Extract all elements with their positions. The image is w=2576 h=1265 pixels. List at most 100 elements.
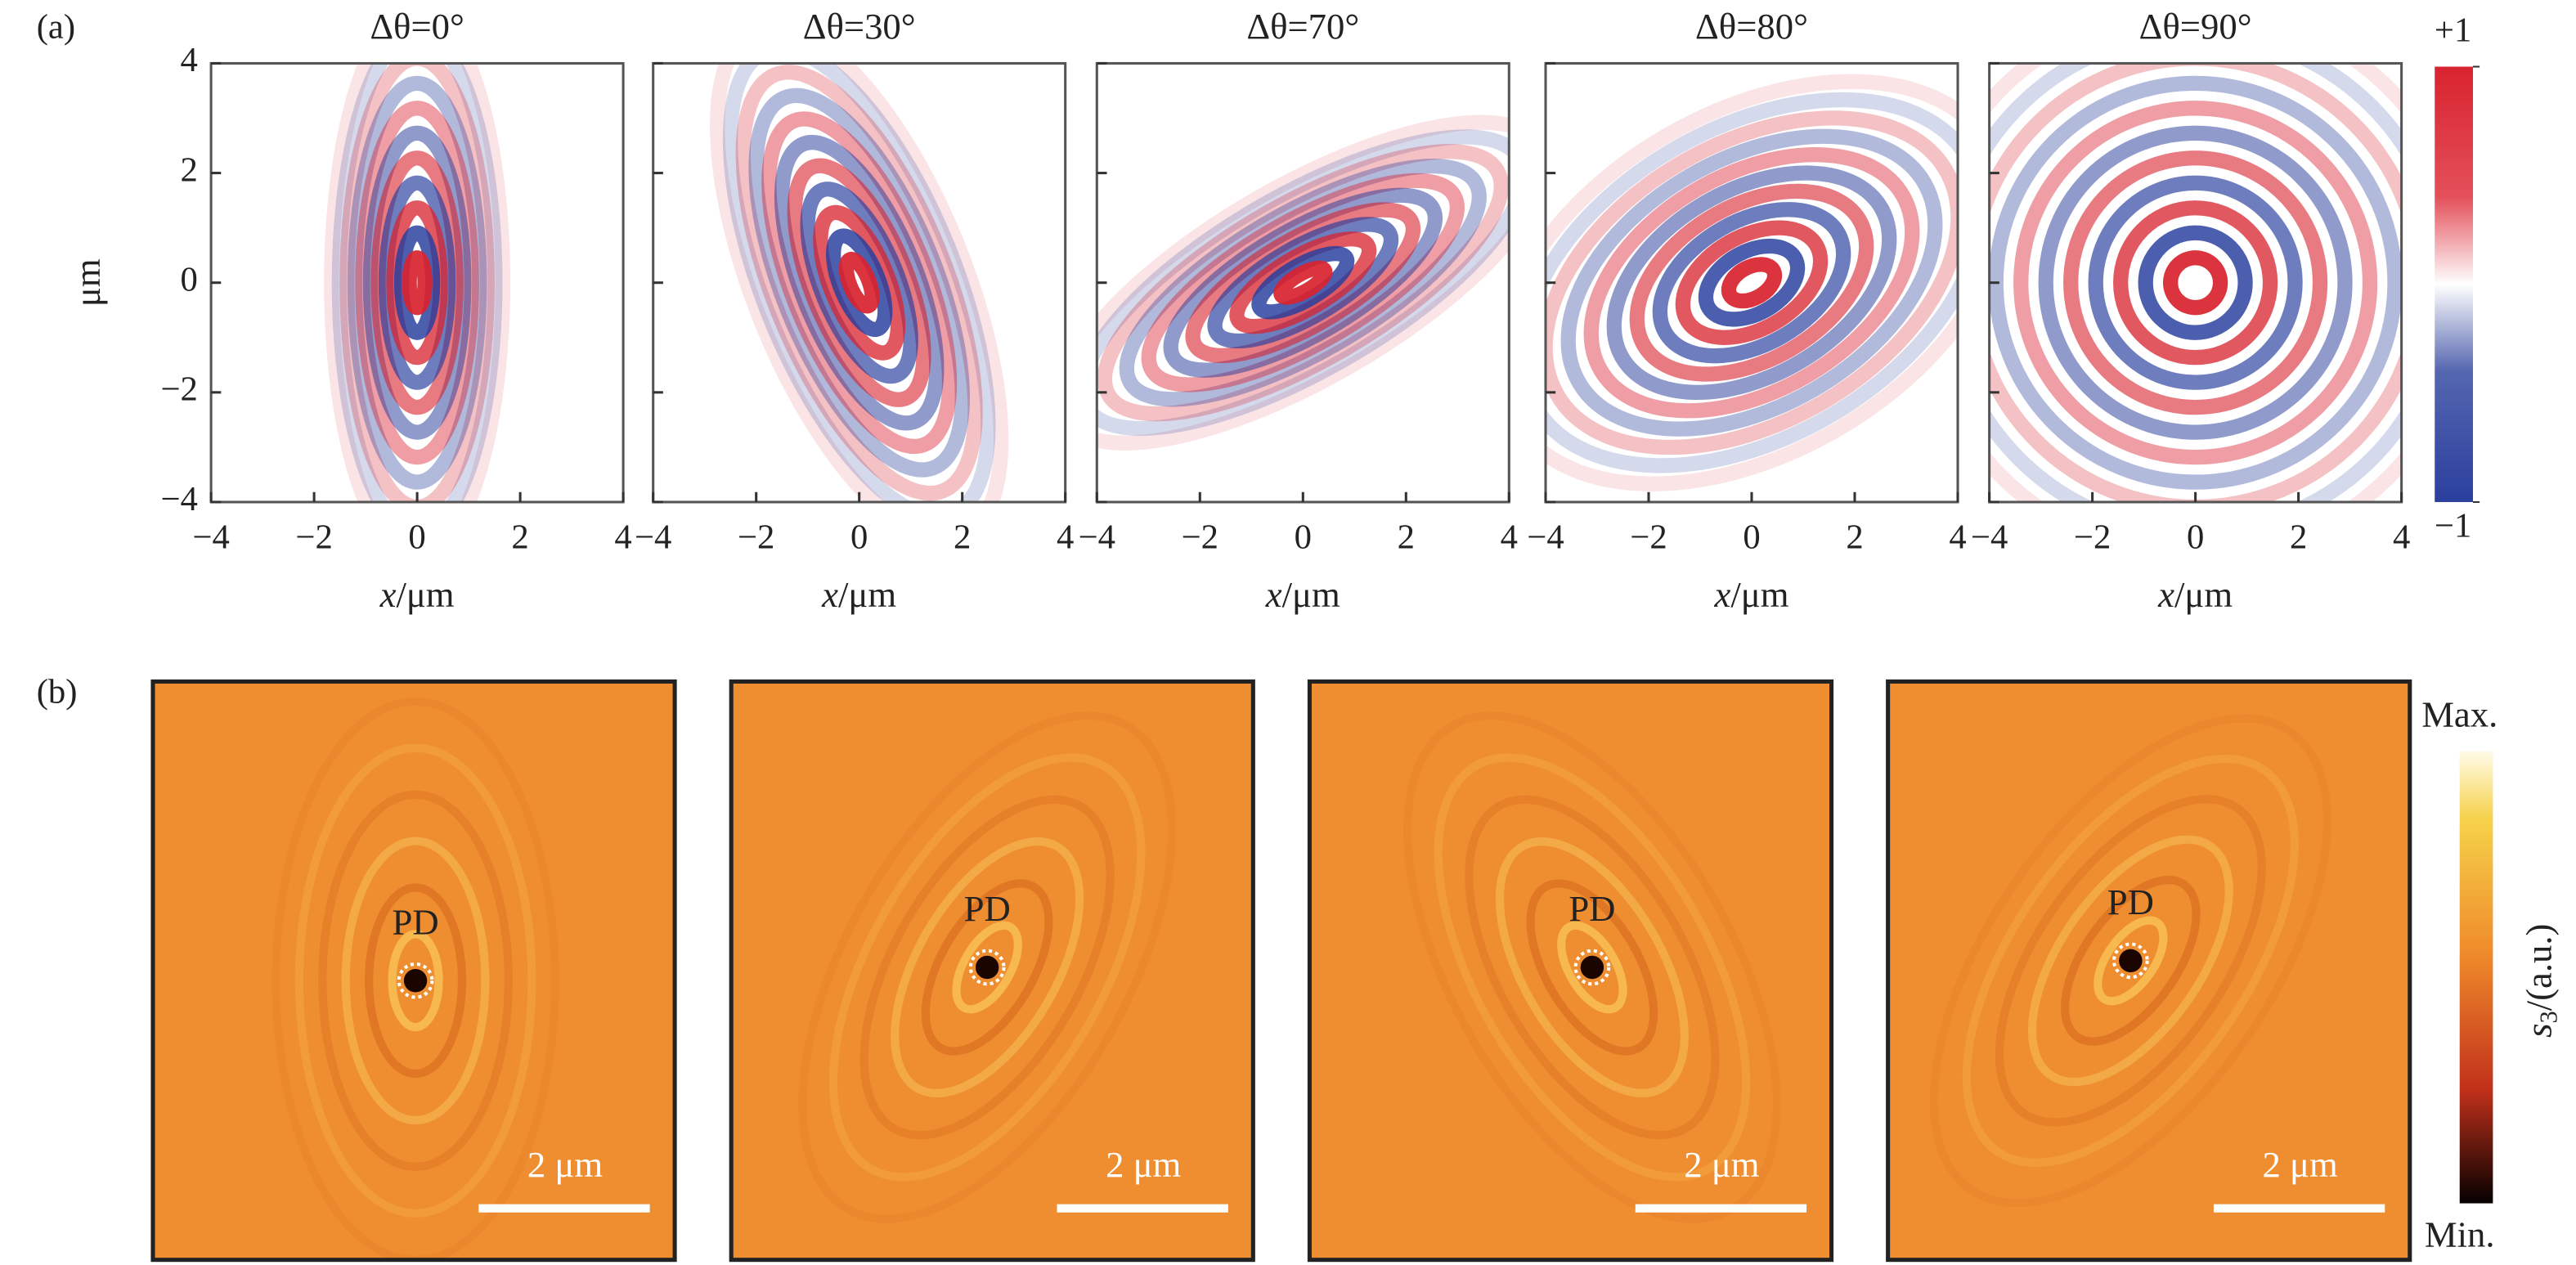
image-frame bbox=[150, 679, 677, 1263]
fringe bbox=[1434, 753, 1751, 1182]
fringe bbox=[347, 75, 487, 490]
fringe bbox=[1229, 231, 1377, 334]
colorbar bbox=[2459, 751, 2493, 1204]
fringe bbox=[774, 134, 945, 431]
plot-title: Δθ=70° bbox=[1246, 6, 1359, 47]
plot-title: Δθ=0° bbox=[370, 6, 464, 47]
fringe bbox=[402, 250, 433, 316]
fringe bbox=[1698, 238, 1806, 327]
x-tick-label: −2 bbox=[1182, 518, 1218, 557]
x-tick-label: 4 bbox=[1949, 518, 1966, 557]
fringe bbox=[787, 158, 931, 407]
fringe bbox=[272, 697, 559, 1260]
field-map bbox=[1546, 63, 1958, 502]
fringe bbox=[891, 837, 1084, 1097]
colorbar-tick-label: +1 bbox=[2435, 11, 2471, 50]
plot-title: Δθ=80° bbox=[1695, 6, 1808, 47]
scale-bar-label: 2 μm bbox=[1106, 1144, 1181, 1185]
fringe bbox=[800, 182, 918, 384]
fringe bbox=[828, 753, 1146, 1182]
x-tick-label: 0 bbox=[1743, 518, 1760, 557]
fringe bbox=[1185, 202, 1421, 363]
plot-title: Δθ=30° bbox=[803, 6, 916, 47]
fringe bbox=[2027, 835, 2233, 1087]
particle-ring bbox=[968, 949, 1006, 986]
x-axis-label-unit: /μm bbox=[2174, 574, 2233, 615]
fringe bbox=[1097, 114, 1510, 451]
fringe bbox=[825, 228, 893, 338]
marker-label: PD bbox=[2107, 881, 2154, 922]
field-bg bbox=[1546, 63, 1958, 502]
fringe bbox=[2061, 876, 2201, 1046]
x-tick-label: 2 bbox=[511, 518, 528, 557]
fringe bbox=[2013, 101, 2378, 465]
x-tick-label: −4 bbox=[635, 518, 671, 557]
image-frame bbox=[1307, 679, 1834, 1263]
x-tick-label: −2 bbox=[738, 518, 774, 557]
field-map bbox=[653, 63, 1066, 502]
fringe bbox=[1546, 110, 1958, 455]
fringe bbox=[1546, 92, 1958, 473]
x-axis-label: x/μm bbox=[379, 574, 455, 615]
image-frame bbox=[1886, 679, 2412, 1263]
x-tick-label: −4 bbox=[1079, 518, 1115, 557]
fringe bbox=[798, 711, 1177, 1223]
x-axis-label: x/μm bbox=[821, 574, 896, 615]
fringe bbox=[1495, 837, 1689, 1097]
fringe bbox=[1962, 754, 2299, 1167]
marker-label: PD bbox=[1568, 888, 1615, 929]
x-tick-label: 2 bbox=[954, 518, 971, 557]
fringe bbox=[2113, 200, 2278, 366]
fringe bbox=[722, 63, 996, 502]
fringe bbox=[318, 790, 513, 1171]
x-tick-label: 0 bbox=[2187, 518, 2204, 557]
fringe bbox=[1652, 202, 1851, 364]
fringe bbox=[1251, 245, 1355, 320]
x-axis-label-var: x bbox=[821, 574, 838, 615]
scale-bar-label: 2 μm bbox=[2263, 1144, 2338, 1185]
x-axis-label-var: x bbox=[1714, 574, 1731, 615]
x-axis-label-unit: /μm bbox=[1282, 574, 1340, 615]
fringe bbox=[386, 200, 448, 366]
y-axis-label: μm bbox=[67, 258, 108, 307]
colorbar-max: Max. bbox=[2421, 693, 2497, 734]
fringe bbox=[813, 204, 906, 361]
x-tick-label: 2 bbox=[1846, 518, 1863, 557]
fringe bbox=[2138, 225, 2253, 340]
fringe bbox=[1560, 128, 1943, 437]
fringe bbox=[378, 175, 456, 390]
colorbar-tick-label: −1 bbox=[2435, 506, 2471, 545]
x-axis-label: x/μm bbox=[2157, 574, 2233, 615]
plot-title: Δθ=90° bbox=[2139, 6, 2252, 47]
fringe bbox=[362, 125, 472, 440]
x-tick-label: 4 bbox=[614, 518, 631, 557]
colorbar-min: Min. bbox=[2425, 1214, 2495, 1255]
fringe bbox=[370, 150, 464, 415]
fringe bbox=[331, 63, 503, 502]
fringe bbox=[1606, 165, 1897, 401]
x-axis-label-unit: /μm bbox=[396, 574, 454, 615]
x-tick-label: −4 bbox=[1971, 518, 2008, 557]
fringe bbox=[1557, 921, 1627, 1014]
fringe bbox=[1273, 260, 1333, 305]
fringe bbox=[388, 930, 443, 1032]
fringe bbox=[2162, 250, 2228, 316]
x-axis-label-unit: /μm bbox=[1730, 574, 1788, 615]
sem-image bbox=[1887, 681, 2410, 1260]
panel-label: (a) bbox=[37, 8, 75, 47]
colorbar-label-sub: 3 bbox=[2535, 1011, 2563, 1023]
fringe bbox=[735, 65, 983, 501]
x-tick-label: 2 bbox=[1398, 518, 1415, 557]
x-tick-label: 4 bbox=[1501, 518, 1518, 557]
fringe bbox=[952, 921, 1022, 1014]
fringe bbox=[921, 879, 1053, 1056]
sem-image bbox=[1309, 681, 1832, 1260]
y-tick-label: 0 bbox=[181, 261, 198, 299]
fringe bbox=[1583, 147, 1920, 419]
x-axis-label-unit: /μm bbox=[838, 574, 896, 615]
x-axis-label-var: x bbox=[1265, 574, 1282, 615]
scale-bar-label: 2 μm bbox=[527, 1144, 603, 1185]
x-tick-label: 4 bbox=[1057, 518, 1074, 557]
